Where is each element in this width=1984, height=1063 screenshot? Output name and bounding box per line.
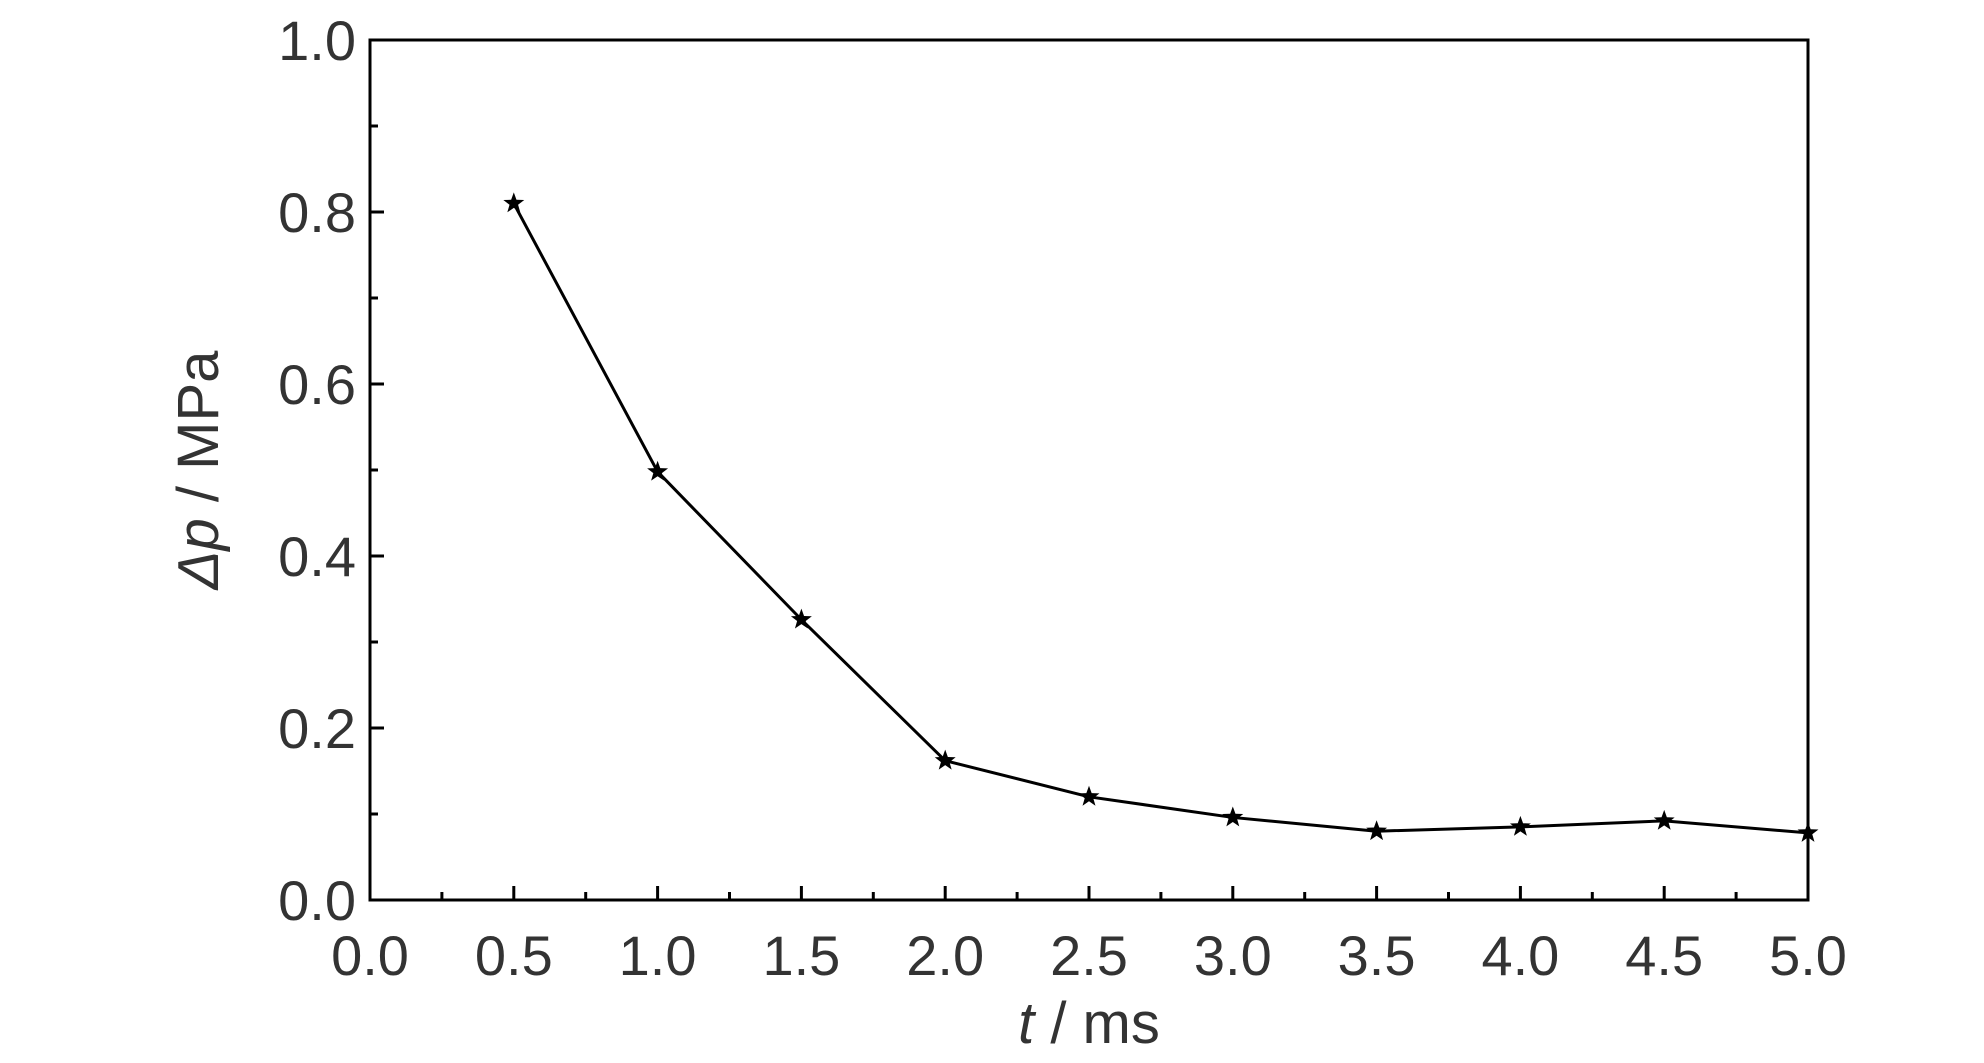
series-layer xyxy=(503,192,1819,842)
y-tick-label: 0.2 xyxy=(278,697,356,760)
data-point-star xyxy=(934,749,956,770)
plot-frame xyxy=(368,38,1810,902)
data-point-star xyxy=(1078,785,1100,806)
y-axis-variable: Δp xyxy=(166,518,231,591)
y-tick-label: 1.0 xyxy=(278,9,356,72)
tick-labels-layer: 0.0 0.5 1.0 1.5 2.0 2.5 3.0 3.5 4.0 4.5 5.0 0.0 0.2 0… xyxy=(278,9,1847,987)
data-point-star xyxy=(647,460,669,481)
data-point-star xyxy=(1366,820,1388,841)
x-tick-label: 1.5 xyxy=(762,924,840,987)
y-tick-label: 0.0 xyxy=(278,869,356,932)
x-tick-label: 2.0 xyxy=(906,924,984,987)
y-axis-unit: / MPa xyxy=(166,350,231,518)
ticks-layer xyxy=(368,38,1810,902)
x-tick-label: 3.0 xyxy=(1194,924,1272,987)
x-tick-label: 4.0 xyxy=(1481,924,1559,987)
y-axis-title: Δp / MPa xyxy=(166,350,231,592)
x-axis-unit: / ms xyxy=(1034,991,1160,1056)
x-tick-label: 2.5 xyxy=(1050,924,1128,987)
y-tick-label: 0.4 xyxy=(278,525,356,588)
data-point-star xyxy=(503,192,525,213)
x-tick-label: 1.0 xyxy=(619,924,697,987)
data-point-star xyxy=(790,608,812,629)
data-point-star xyxy=(1222,806,1244,827)
x-tick-label: 3.5 xyxy=(1338,924,1416,987)
x-tick-label: 4.5 xyxy=(1625,924,1703,987)
data-point-star xyxy=(1797,821,1819,842)
x-tick-label: 0.0 xyxy=(331,924,409,987)
x-axis-variable: t xyxy=(1018,991,1037,1056)
data-point-star xyxy=(1653,809,1675,830)
x-tick-label: 5.0 xyxy=(1769,924,1847,987)
y-tick-label: 0.6 xyxy=(278,353,356,416)
series-line xyxy=(512,202,1809,835)
y-tick-label: 0.8 xyxy=(278,181,356,244)
x-tick-label: 0.5 xyxy=(475,924,553,987)
data-point-star xyxy=(1509,815,1531,836)
x-axis-title: t / ms xyxy=(1018,991,1160,1056)
